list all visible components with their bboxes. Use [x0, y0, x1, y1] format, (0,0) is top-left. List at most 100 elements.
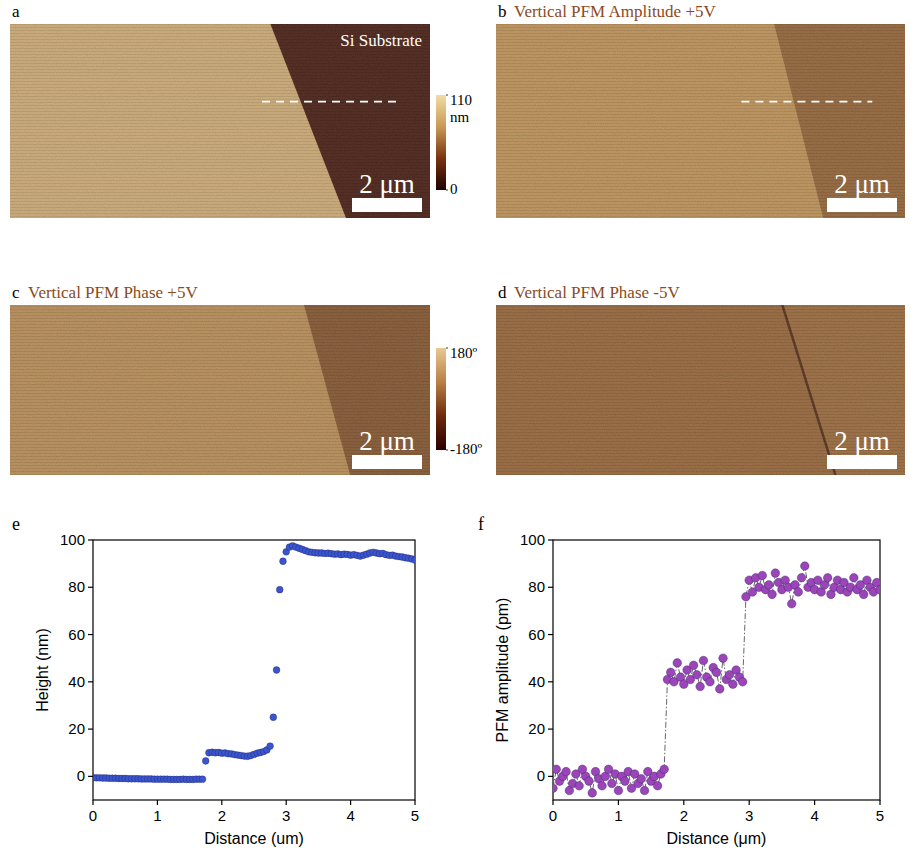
data-point: [280, 558, 287, 565]
plot-frame: [93, 540, 415, 800]
scale-bar: [827, 198, 897, 212]
x-tick-label: 5: [411, 807, 419, 824]
panel-letter: c: [12, 283, 20, 302]
panel-title: Vertical PFM Amplitude +5V: [514, 2, 716, 21]
figure: 2 μm a Si Substrate 2 μm b Vertical PFM Ampli…: [0, 0, 915, 860]
data-point: [660, 765, 669, 774]
scale-bar: [352, 455, 422, 469]
colorbar-tick-label: 0: [450, 181, 458, 197]
y-tick: [88, 634, 93, 635]
data-point: [800, 562, 809, 571]
data-point: [758, 571, 767, 580]
scan-lines: [496, 305, 905, 475]
panel-title: Vertical PFM Phase -5V: [514, 283, 680, 302]
colorbar-tick: [446, 190, 448, 191]
y-tick-label: 100: [520, 531, 545, 548]
texture: [496, 305, 905, 475]
profile-line: [262, 101, 396, 103]
colorbar: -180º 180º: [436, 345, 482, 457]
data-point: [768, 590, 777, 599]
colorbar-tick-label: 110: [450, 92, 472, 108]
y-tick: [88, 728, 93, 729]
data-point: [706, 678, 715, 687]
x-tick: [618, 800, 619, 805]
data-point: [562, 767, 571, 776]
afm-image: 2 μm c Vertical PFM Phase +5V: [10, 283, 430, 475]
scale-bar-label: 2 μm: [834, 426, 890, 456]
x-tick-label: 5: [876, 807, 884, 824]
y-tick: [548, 634, 553, 635]
data-point: [787, 600, 796, 609]
data-point: [608, 779, 617, 788]
data-point: [267, 743, 274, 750]
data-point: [797, 574, 806, 583]
data-point: [719, 654, 728, 663]
data-line: [553, 566, 880, 793]
x-tick-label: 1: [614, 807, 622, 824]
x-tick: [286, 800, 287, 805]
x-tick-label: 2: [218, 807, 226, 824]
data-point: [553, 765, 561, 774]
colorbar-tick-label: -180º: [450, 441, 482, 457]
data-point: [637, 774, 646, 783]
colorbar-tick: [446, 348, 448, 349]
y-tick: [548, 587, 553, 588]
data-point: [850, 574, 859, 583]
y-tick-label: 0: [537, 767, 545, 784]
data-point: [621, 777, 630, 786]
data-point: [689, 661, 698, 670]
y-tick-label: 0: [77, 767, 85, 784]
panel-letter: b: [498, 2, 507, 21]
y-axis-title: PFM amplitude (pm): [494, 598, 511, 743]
panel-letter: a: [12, 2, 20, 21]
data-point: [270, 714, 277, 721]
afm-image: 2 μm a Si Substrate: [10, 2, 430, 218]
x-tick: [221, 800, 222, 805]
y-tick-label: 60: [528, 626, 545, 643]
scan-lines: [496, 24, 905, 218]
panel-title: Vertical PFM Phase +5V: [28, 283, 198, 302]
film-region: [10, 24, 430, 218]
texture: [10, 24, 430, 218]
scale-bar-label: 2 μm: [359, 426, 415, 456]
colorbar: 0110nm: [436, 92, 472, 197]
film-region: [10, 305, 430, 475]
texture: [496, 24, 905, 218]
x-tick: [350, 800, 351, 805]
x-tick-label: 2: [680, 807, 688, 824]
colorbar-gradient: [436, 95, 446, 190]
y-tick: [88, 681, 93, 682]
data-marks: [93, 543, 415, 783]
plot-frame: [553, 540, 880, 800]
afm-image: 2 μm d Vertical PFM Phase -5V: [496, 283, 905, 475]
x-axis-title: Distance (um): [204, 830, 304, 847]
scan-lines: [10, 24, 430, 218]
data-point: [640, 786, 649, 795]
y-tick-label: 100: [60, 531, 85, 548]
colorbar-gradient: [436, 348, 446, 450]
y-tick-label: 40: [68, 673, 85, 690]
x-tick-label: 4: [810, 807, 818, 824]
scale-bar-label: 2 μm: [359, 169, 415, 199]
data-point: [729, 680, 738, 689]
data-point: [712, 668, 721, 677]
panel-letter: f: [478, 514, 484, 534]
data-marks: [553, 562, 880, 798]
y-axis-title: Height (nm): [34, 628, 51, 712]
x-tick-label: 3: [745, 807, 753, 824]
data-point: [598, 782, 607, 791]
y-tick: [548, 539, 553, 540]
region-label: Si Substrate: [340, 31, 422, 50]
x-tick: [879, 800, 880, 805]
y-tick-label: 80: [68, 578, 85, 595]
panel-letter: d: [498, 283, 507, 302]
profile-line: [741, 101, 872, 103]
x-tick: [749, 800, 750, 805]
x-tick: [92, 800, 93, 805]
colorbar-tick-label: 180º: [450, 345, 478, 361]
x-tick-label: 4: [346, 807, 354, 824]
data-point: [738, 678, 747, 687]
g: [496, 305, 905, 475]
y-tick: [88, 539, 93, 540]
y-tick: [548, 681, 553, 682]
